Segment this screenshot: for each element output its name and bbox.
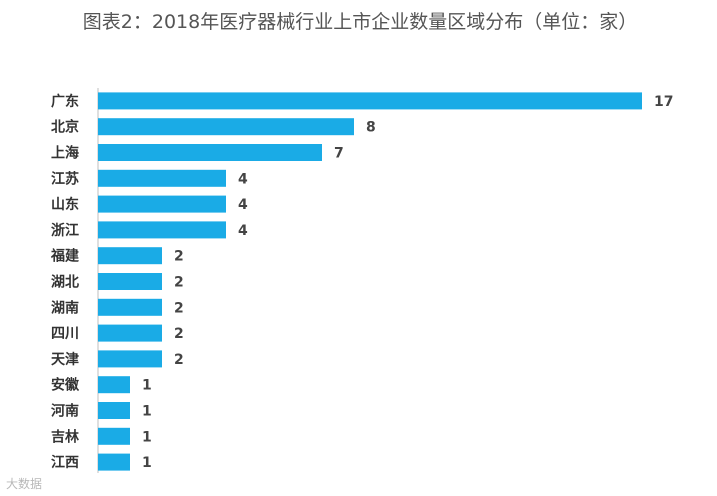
category-label: 吉林 <box>51 428 79 445</box>
value-label: 2 <box>174 275 184 291</box>
bar <box>98 118 354 136</box>
bar <box>98 427 130 445</box>
value-label: 2 <box>174 249 184 265</box>
value-label: 2 <box>174 326 184 342</box>
value-label: 1 <box>142 429 152 445</box>
value-label: 4 <box>238 197 248 213</box>
value-labels-group: 17 8 7 4 4 4 2 2 2 2 2 1 1 1 1 <box>142 94 673 471</box>
watermark: 大数据 <box>6 477 43 491</box>
chart-title: 图表2：2018年医疗器械行业上市企业数量区域分布（单位：家） <box>82 11 638 33</box>
category-label: 湖南 <box>51 299 79 316</box>
category-label: 江西 <box>51 454 79 471</box>
category-label: 天津 <box>51 351 79 368</box>
bar <box>98 221 226 239</box>
bar <box>98 273 162 290</box>
value-label: 8 <box>366 120 376 136</box>
bars-group <box>98 92 642 471</box>
value-label: 2 <box>174 352 184 368</box>
bar <box>98 169 226 187</box>
category-label: 河南 <box>51 403 79 420</box>
value-label: 1 <box>142 378 152 394</box>
bar <box>98 402 130 419</box>
value-label: 4 <box>238 171 248 187</box>
category-label: 江苏 <box>51 170 79 187</box>
bar <box>98 298 162 316</box>
bar <box>98 247 162 265</box>
bar <box>98 144 322 161</box>
value-label: 4 <box>238 223 248 239</box>
value-label: 17 <box>654 94 673 110</box>
bar <box>98 376 130 394</box>
category-label: 浙江 <box>51 222 79 239</box>
category-label: 北京 <box>51 119 79 136</box>
category-label: 安徽 <box>51 377 80 394</box>
bar <box>98 324 162 342</box>
category-label: 广东 <box>51 93 79 110</box>
value-label: 1 <box>142 455 152 471</box>
category-label: 湖北 <box>51 275 79 291</box>
category-label: 福建 <box>50 248 79 265</box>
value-label: 7 <box>334 146 344 162</box>
bar <box>98 453 130 471</box>
bar <box>98 92 642 110</box>
bar <box>98 195 226 213</box>
value-label: 1 <box>142 404 152 420</box>
bar <box>98 350 162 368</box>
category-label: 上海 <box>51 145 79 162</box>
value-label: 2 <box>174 300 184 316</box>
category-label: 山东 <box>51 196 79 213</box>
category-label: 四川 <box>51 326 79 342</box>
